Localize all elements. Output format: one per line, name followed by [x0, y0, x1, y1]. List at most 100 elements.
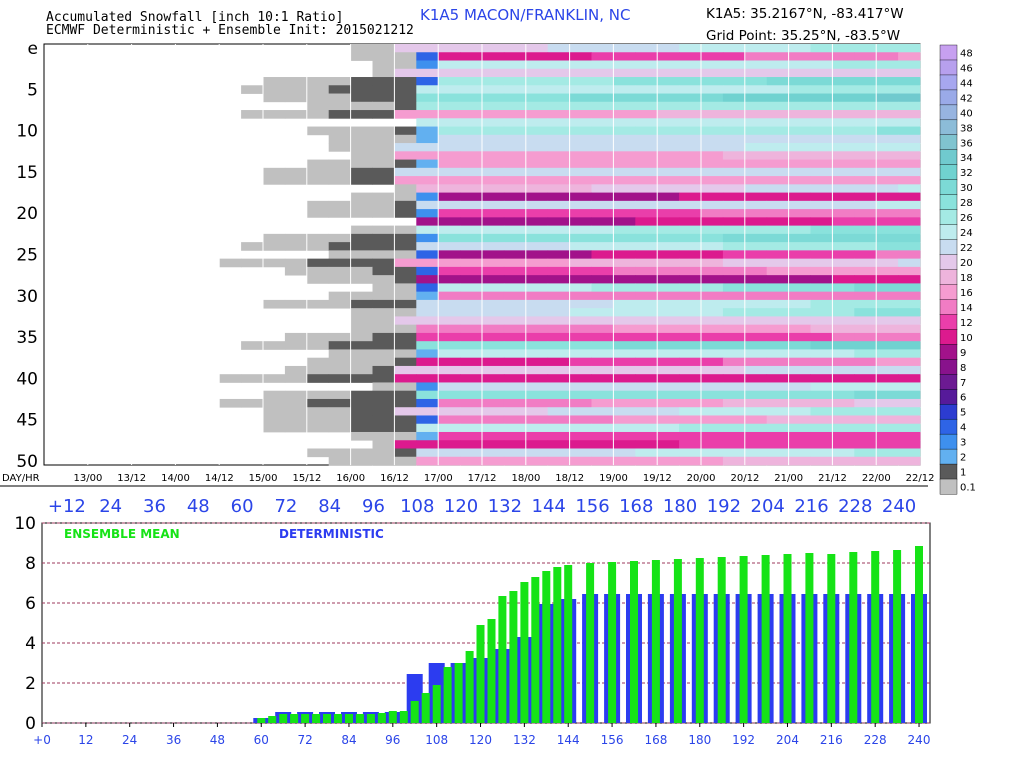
heatmap-cell	[832, 110, 855, 119]
heatmap-cell	[788, 110, 811, 119]
heatmap-cell	[810, 374, 833, 383]
heatmap-cell	[482, 299, 505, 309]
heatmap-cell	[810, 110, 833, 119]
heatmap-cell	[328, 448, 351, 458]
heatmap-cell	[460, 448, 483, 458]
heatmap-cell	[569, 176, 592, 185]
heatmap-cell	[898, 60, 921, 70]
member-row-label: 10	[16, 122, 38, 142]
heatmap-cell	[701, 77, 724, 86]
heatmap-cell	[876, 200, 899, 210]
heatmap-cell	[657, 275, 680, 284]
heatmap-cell	[547, 176, 570, 185]
heatmap-cell	[416, 118, 439, 127]
heatmap-cell	[306, 390, 330, 400]
heatmap-cell	[788, 266, 811, 276]
heatmap-cell	[854, 415, 877, 425]
heatmap-cell	[372, 93, 395, 103]
heatmap-cell	[591, 349, 614, 359]
heatmap-cell	[701, 134, 724, 144]
heatmap-cell	[744, 134, 768, 144]
heatmap-cell	[613, 316, 636, 326]
heatmap-cell	[788, 448, 811, 458]
heatmap-cell	[394, 143, 417, 152]
heatmap-cell	[416, 101, 439, 111]
heatmap-cell	[898, 233, 921, 243]
day-label: 17/12	[468, 473, 497, 484]
heatmap-cell	[525, 341, 549, 350]
heatmap-cell	[788, 192, 811, 202]
heatmap-cell	[854, 60, 877, 70]
heatmap-cell	[810, 299, 833, 309]
heatmap-cell	[876, 407, 899, 416]
heatmap-cell	[591, 407, 614, 416]
heatmap-cell	[525, 85, 549, 94]
heatmap-cell	[547, 357, 570, 367]
heatmap-cell	[350, 374, 373, 383]
heatmap-cell	[284, 176, 308, 185]
heatmap-cell	[832, 167, 855, 177]
ensemble-mean-bar	[388, 711, 397, 723]
heatmap-cell	[701, 308, 724, 317]
heatmap-cell	[832, 242, 855, 251]
heatmap-cell	[525, 390, 549, 400]
heatmap-cell	[701, 365, 724, 375]
heatmap-cell	[722, 151, 746, 160]
heatmap-cell	[569, 390, 592, 400]
heatmap-cell	[701, 242, 724, 251]
heatmap-cell	[503, 266, 527, 276]
heatmap-cell	[701, 349, 724, 359]
heatmap-cell	[241, 374, 264, 383]
ensemble-mean-bar	[312, 714, 321, 723]
heatmap-cell	[722, 110, 746, 119]
day-label: 14/00	[161, 473, 190, 484]
heatmap-cell	[372, 365, 395, 375]
bar-x-tick-label: 204	[776, 733, 799, 747]
legend-swatch	[939, 404, 958, 420]
heatmap-cell	[810, 118, 833, 127]
heatmap-cell	[460, 101, 483, 111]
heatmap-cell	[284, 258, 308, 268]
heatmap-cell	[635, 68, 658, 78]
heatmap-cell	[613, 456, 636, 466]
heatmap-cell	[482, 266, 505, 276]
heatmap-cell	[416, 423, 439, 433]
heatmap-cell	[525, 192, 549, 202]
heatmap-cell	[350, 357, 373, 367]
heatmap-cell	[482, 349, 505, 359]
heatmap-cell	[416, 209, 439, 218]
heatmap-cell	[591, 225, 614, 235]
heatmap-cell	[416, 60, 439, 70]
heatmap-cell	[657, 209, 680, 218]
member-row-label: e	[28, 39, 38, 59]
heatmap-cell	[788, 184, 811, 193]
heatmap-cell	[657, 382, 680, 392]
heatmap-cell	[482, 456, 505, 466]
heatmap-cell	[766, 167, 789, 177]
heatmap-cell	[394, 52, 417, 61]
heatmap-cell	[263, 374, 286, 383]
heatmap-cell	[854, 77, 877, 86]
heatmap-cell	[569, 382, 592, 392]
heatmap-cell	[306, 167, 330, 177]
heatmap-cell	[744, 143, 768, 152]
heatmap-cell	[569, 192, 592, 202]
heatmap-cell	[460, 85, 483, 94]
heatmap-cell	[569, 184, 592, 193]
heatmap-cell	[832, 52, 855, 61]
heatmap-cell	[219, 258, 242, 268]
heatmap-cell	[306, 374, 330, 383]
heatmap-cell	[547, 192, 570, 202]
heatmap-cell	[350, 192, 373, 202]
heatmap-cell	[635, 440, 658, 449]
heatmap-cell	[876, 250, 899, 260]
heatmap-cell	[306, 398, 330, 408]
heatmap-cell	[503, 242, 527, 251]
heatmap-cell	[898, 134, 921, 144]
heatmap-cell	[350, 390, 373, 400]
forecast-hour-label: 228	[838, 496, 872, 517]
legend-label: 8	[960, 363, 966, 374]
heatmap-cell	[416, 415, 439, 425]
heatmap-cell	[679, 332, 702, 342]
heatmap-cell	[503, 448, 527, 458]
